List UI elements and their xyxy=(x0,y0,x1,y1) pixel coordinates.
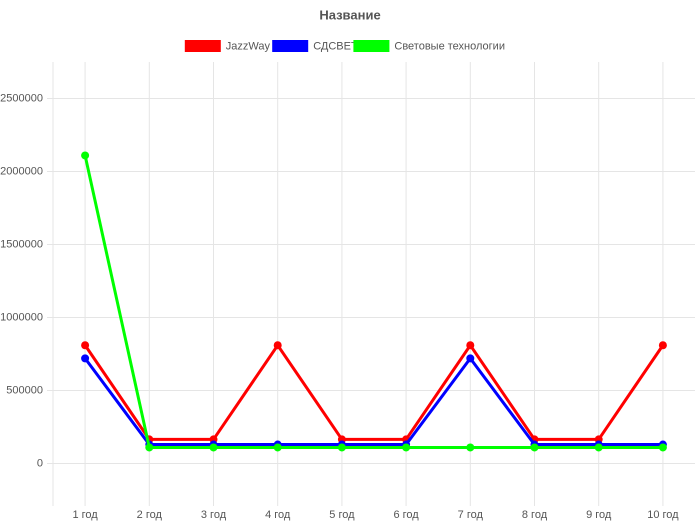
data-point xyxy=(81,341,90,350)
data-point xyxy=(209,443,218,452)
series-line xyxy=(83,155,663,449)
data-point xyxy=(466,443,475,452)
series-line xyxy=(83,342,665,441)
data-point xyxy=(402,443,411,452)
x-tick-label: 10 год xyxy=(647,509,679,521)
x-tick-label: 2 год xyxy=(137,509,163,521)
x-tick-label: 4 год xyxy=(265,509,291,521)
data-point xyxy=(594,443,603,452)
data-point xyxy=(81,354,90,363)
x-tick-label: 8 год xyxy=(522,509,548,521)
data-point xyxy=(658,341,667,350)
x-tick-label: 6 год xyxy=(393,509,419,521)
data-point xyxy=(81,151,90,160)
y-tick-label: 2000000 xyxy=(0,165,43,177)
data-point xyxy=(466,341,475,350)
legend-label: JazzWay xyxy=(226,40,271,52)
x-tick-label: 1 год xyxy=(72,509,98,521)
chart-title: Название xyxy=(319,7,380,22)
y-tick-label: 1500000 xyxy=(0,238,43,250)
data-point xyxy=(530,443,539,452)
data-point xyxy=(337,443,346,452)
legend-swatch xyxy=(272,40,309,52)
y-tick-label: 0 xyxy=(37,457,43,469)
y-tick-label: 2500000 xyxy=(0,92,43,104)
legend: JazzWay СДСВЕТ Световые технологии xyxy=(184,40,505,52)
y-tick-label: 500000 xyxy=(6,384,43,396)
legend-swatch xyxy=(353,40,390,52)
data-point xyxy=(658,443,667,452)
legend-swatch xyxy=(184,40,221,52)
data-point xyxy=(273,443,282,452)
x-tick-label: 9 год xyxy=(586,509,612,521)
legend-label: Световые технологии xyxy=(394,40,505,52)
series-line xyxy=(83,355,663,447)
x-tick-label: 7 год xyxy=(458,509,484,521)
x-tick-label: 5 год xyxy=(329,509,355,521)
legend-label: СДСВЕТ xyxy=(313,40,358,52)
data-point xyxy=(466,354,475,363)
x-tick-label: 3 год xyxy=(201,509,227,521)
data-point xyxy=(273,341,282,350)
data-point xyxy=(145,443,154,452)
y-tick-label: 1000000 xyxy=(0,311,43,323)
